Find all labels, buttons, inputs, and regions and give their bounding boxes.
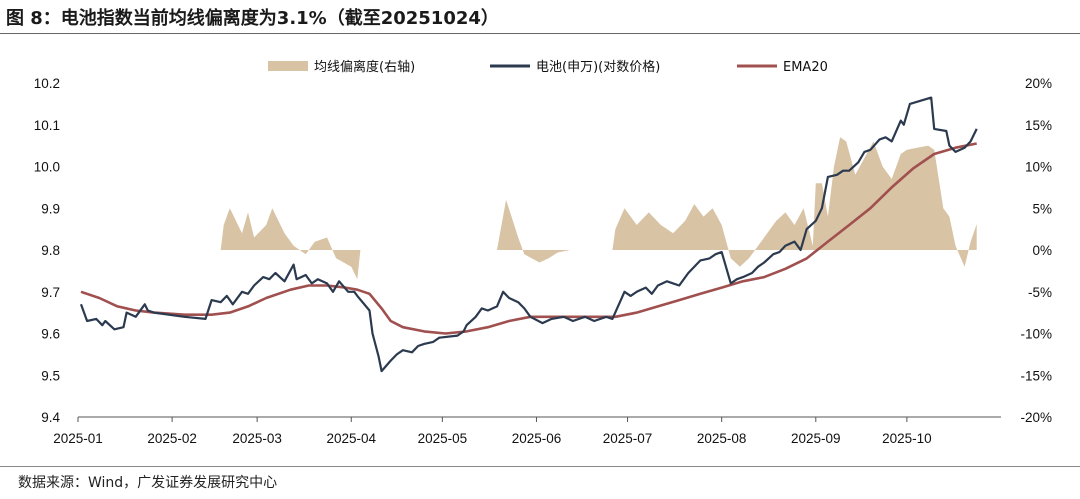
x-tick-label: 2025-10 (882, 431, 932, 446)
line-layer (79, 96, 978, 373)
axes-layer: 2025-01 2025-02 2025-03 2025-04 2025-05 2025-… (34, 76, 1052, 446)
figure-title-bar: 图 8：电池指数当前均线偏离度为3.1%（截至20251024） (0, 0, 1080, 34)
bottom-divider (0, 466, 1080, 467)
x-tick-label: 2025-06 (512, 431, 562, 446)
y-left-tick-label: 9.5 (41, 368, 60, 383)
ema20-line (80, 142, 977, 335)
data-source-note: 数据来源：Wind，广发证券发展研究中心 (18, 475, 278, 491)
x-tick-label: 2025-03 (232, 431, 282, 446)
x-tick-label: 2025-01 (53, 431, 103, 446)
y-left-tick-label: 9.9 (41, 201, 60, 216)
chart-canvas: 均线偏离度(右轴) 电池(申万)(对数价格) EMA20 2025-01 2025-0… (34, 59, 1052, 446)
y-right-tick-label: -10% (1020, 327, 1052, 342)
y-right-tick-label: 10% (1025, 160, 1052, 175)
y-left-tick-label: 9.6 (41, 327, 60, 342)
x-tick-label: 2025-02 (147, 431, 197, 446)
battery-index-line (79, 96, 978, 373)
y-left-tick-label: 10.0 (34, 160, 60, 175)
y-left-tick-label: 10.2 (34, 76, 60, 91)
deviation-area (220, 137, 977, 280)
top-divider (0, 33, 1080, 34)
y-right-tick-label: 5% (1032, 201, 1052, 216)
figure-title: 图 8：电池指数当前均线偏离度为3.1%（截至20251024） (6, 8, 499, 29)
y-left-tick-label: 9.7 (41, 285, 60, 300)
y-right-tick-label: -20% (1020, 410, 1052, 425)
y-right-tick-label: 0% (1032, 243, 1052, 258)
y-left-tick-label: 10.1 (34, 118, 60, 133)
x-tick-label: 2025-05 (418, 431, 468, 446)
legend-label-ema20: EMA20 (783, 60, 828, 75)
y-left-tick-label: 9.8 (41, 243, 60, 258)
x-tick-label: 2025-04 (326, 431, 376, 446)
x-tick-label: 2025-08 (697, 431, 747, 446)
legend-label-deviation: 均线偏离度(右轴) (314, 59, 415, 75)
deviation-area-layer (220, 137, 977, 280)
y-right-tick-label: -5% (1028, 285, 1052, 300)
y-left-tick-label: 9.4 (41, 410, 60, 425)
y-right-tick-label: -15% (1020, 368, 1052, 383)
legend-label-battery-index: 电池(申万)(对数价格) (536, 59, 660, 75)
y-right-tick-label: 20% (1025, 76, 1052, 91)
legend-swatch-deviation (268, 61, 308, 71)
x-tick-label: 2025-09 (791, 431, 841, 446)
chart-legend: 均线偏离度(右轴) 电池(申万)(对数价格) EMA20 (268, 59, 828, 75)
y-right-tick-label: 15% (1025, 118, 1052, 133)
x-tick-label: 2025-07 (603, 431, 653, 446)
